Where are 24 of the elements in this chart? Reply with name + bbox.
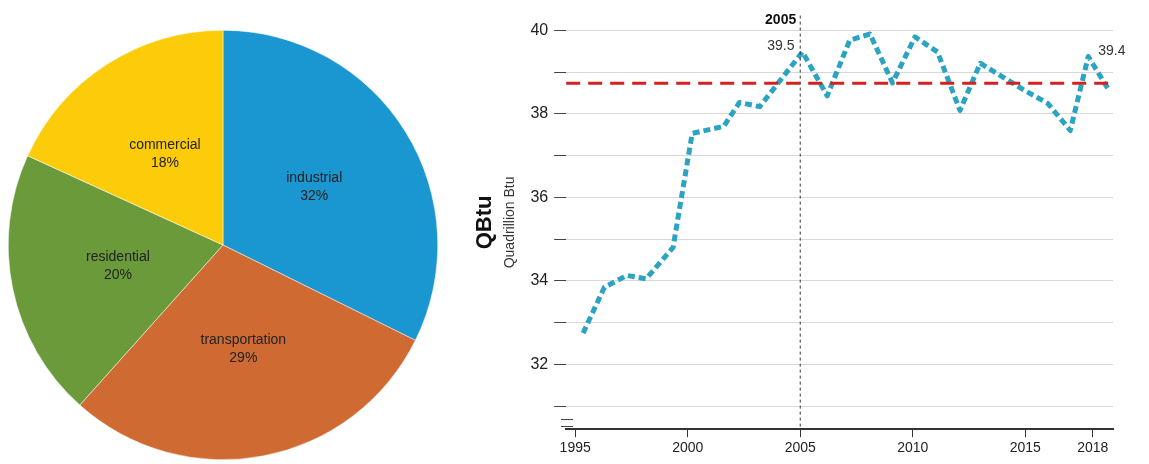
x-tick-label: 2018 [1077, 439, 1109, 456]
y-tick-label: 32 [530, 354, 549, 372]
y-axis-title: QBtu [471, 195, 497, 250]
x-tick-label: 2015 [1009, 439, 1042, 456]
ref-line-label: 2005 [765, 10, 797, 27]
data-label: 20% [103, 265, 132, 282]
data-label: 18% [150, 153, 179, 170]
annotation: 39.4 [1098, 41, 1126, 58]
slice-label: commercial [129, 135, 201, 152]
y-tick-label: 36 [530, 187, 549, 205]
text: Quadrillion Btu [501, 176, 517, 269]
x-tick-label: 2000 [672, 439, 704, 456]
data-label: 32% [300, 187, 329, 204]
slice-label: transportation [200, 331, 287, 348]
x-tick-label: 2010 [897, 439, 929, 456]
y-tick-label: 40 [530, 20, 549, 38]
x-tick-label: 2005 [784, 439, 816, 456]
slice-label: residential [85, 247, 150, 264]
y-tick-label: 34 [530, 271, 549, 289]
y-tick-label: 38 [530, 104, 549, 122]
x-tick-label: 1995 [559, 439, 591, 456]
slice-label: industrial [286, 169, 343, 186]
annotation: 39.5 [767, 36, 795, 53]
data-label: 29% [229, 349, 258, 366]
